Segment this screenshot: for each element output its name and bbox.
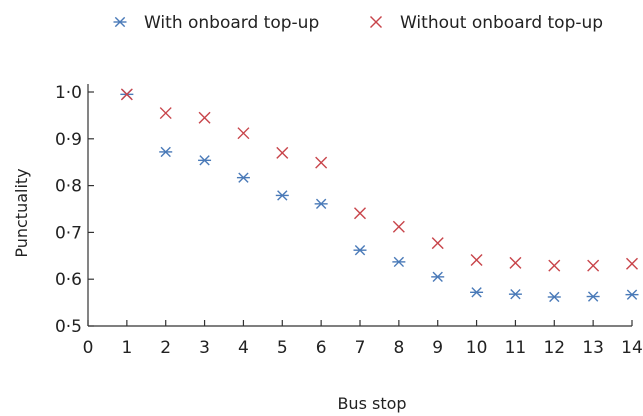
data-point bbox=[354, 207, 366, 220]
x-ticks: 0 1 2 3 4 5 6 7 8 9 10 11 12 13 14 bbox=[83, 320, 643, 358]
x-tick-label: 4 bbox=[238, 338, 249, 358]
data-point bbox=[548, 259, 561, 272]
legend-item: Without onboard top-up bbox=[370, 13, 603, 33]
data-point bbox=[236, 172, 250, 183]
legend-label: Without onboard top-up bbox=[400, 13, 603, 33]
data-point bbox=[626, 257, 638, 270]
x-tick-label: 14 bbox=[621, 338, 643, 358]
data-point bbox=[120, 88, 133, 101]
axes: 0 1 2 3 4 5 6 7 8 9 10 11 12 13 14 0·50·60·70·80·91·0 bbox=[55, 83, 643, 358]
cross-marker-icon bbox=[370, 16, 382, 28]
data-point bbox=[470, 254, 483, 267]
x-tick-label: 1 bbox=[121, 338, 132, 358]
data-point bbox=[587, 259, 600, 272]
x-tick-label: 5 bbox=[277, 338, 288, 358]
data-point bbox=[159, 107, 172, 120]
data-point bbox=[586, 291, 600, 302]
data-point bbox=[275, 190, 289, 201]
data-point bbox=[353, 245, 367, 256]
y-tick-label: 0·5 bbox=[55, 317, 82, 337]
data-point bbox=[392, 220, 405, 233]
asterisk-marker-icon bbox=[113, 16, 127, 28]
y-tick-label: 0·6 bbox=[55, 270, 82, 290]
data-point bbox=[431, 237, 444, 250]
data-point bbox=[314, 198, 328, 210]
data-point bbox=[509, 256, 522, 269]
x-tick-label: 13 bbox=[582, 338, 604, 358]
x-tick-label: 3 bbox=[199, 338, 210, 358]
data-point bbox=[547, 291, 561, 303]
y-axis-title: Punctuality bbox=[12, 168, 31, 257]
x-tick-label: 12 bbox=[543, 338, 565, 358]
data-points bbox=[120, 88, 639, 303]
legend-label: With onboard top-up bbox=[144, 13, 319, 33]
series-with-onboard-top-up bbox=[120, 89, 639, 303]
data-point bbox=[198, 155, 212, 166]
data-point bbox=[315, 156, 328, 169]
data-point bbox=[276, 146, 289, 159]
x-tick-label: 10 bbox=[466, 338, 488, 358]
y-ticks: 0·5 0·6 0·7 0·8 0·9 1·0 bbox=[55, 83, 94, 337]
legend: With onboard top-up Without onboard top-u… bbox=[113, 13, 603, 33]
x-tick-label: 9 bbox=[432, 338, 443, 358]
data-point bbox=[431, 271, 445, 283]
x-tick-label: 7 bbox=[355, 338, 366, 358]
x-tick-label: 6 bbox=[316, 338, 327, 358]
data-point bbox=[470, 287, 484, 298]
series-without-onboard-top-up bbox=[120, 88, 638, 272]
data-point bbox=[159, 146, 173, 158]
y-tick-label: 0·7 bbox=[55, 223, 82, 243]
x-tick-label: 8 bbox=[393, 338, 404, 358]
data-point bbox=[392, 256, 406, 268]
data-point bbox=[508, 289, 522, 300]
data-point bbox=[198, 111, 211, 124]
data-point bbox=[237, 127, 250, 140]
x-tick-label: 2 bbox=[160, 338, 171, 358]
y-tick-label: 1·0 bbox=[55, 83, 82, 103]
y-tick-label: 0·9 bbox=[55, 130, 82, 150]
x-axis-title: Bus stop bbox=[337, 394, 406, 413]
legend-item: With onboard top-up bbox=[113, 13, 319, 33]
data-point bbox=[625, 289, 639, 300]
x-tick-label: 0 bbox=[83, 338, 94, 358]
x-tick-label: 11 bbox=[505, 338, 527, 358]
y-tick-label: 0·8 bbox=[55, 177, 82, 197]
